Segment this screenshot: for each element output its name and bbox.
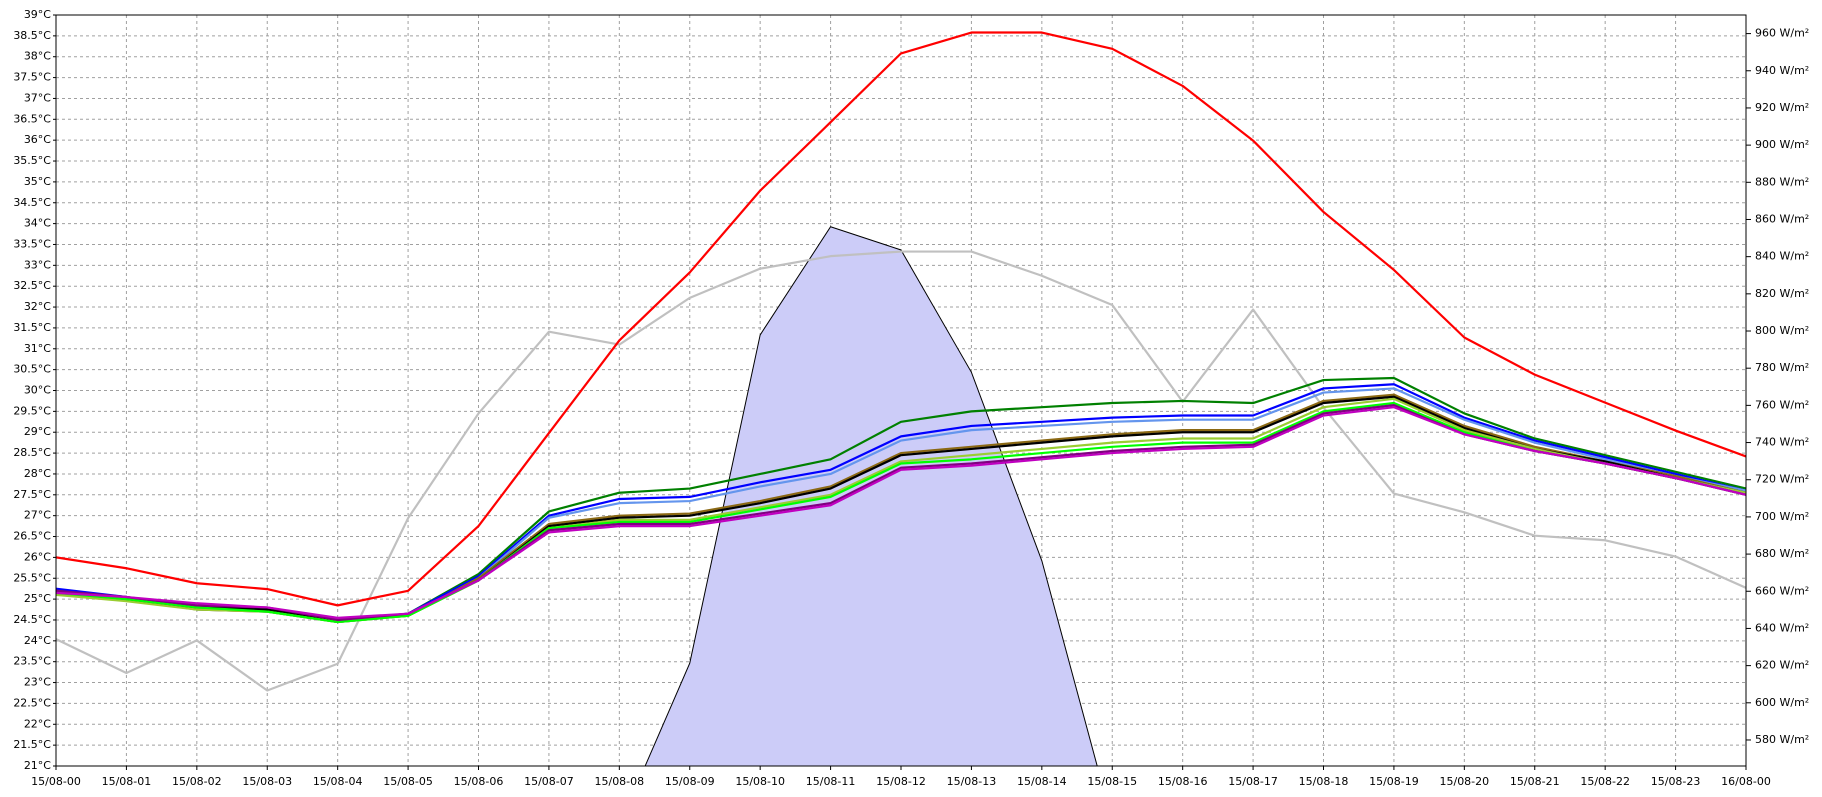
y-tick-label: 24.5°C (13, 613, 51, 626)
x-tick-label: 15/08-19 (1369, 775, 1419, 788)
x-tick-label: 15/08-06 (454, 775, 504, 788)
x-tick-label: 15/08-10 (735, 775, 785, 788)
y2-tick-label: 780 W/m² (1755, 361, 1809, 374)
y-tick-label: 37.5°C (13, 71, 51, 84)
y-tick-label: 32°C (24, 300, 51, 313)
y-tick-label: 35.5°C (13, 154, 51, 167)
x-tick-label: 15/08-13 (947, 775, 997, 788)
y-tick-label: 28.5°C (13, 446, 51, 459)
x-tick-label: 15/08-16 (1158, 775, 1208, 788)
y-tick-label: 38.5°C (13, 29, 51, 42)
y-tick-label: 30°C (24, 384, 51, 397)
y-tick-label: 25.5°C (13, 571, 51, 584)
x-tick-label: 15/08-17 (1228, 775, 1278, 788)
y2-tick-label: 800 W/m² (1755, 324, 1809, 337)
axes: 21°C 21.5°C 22°C 22.5°C 23°C 23.5°C 24°C 24.5°C… (13, 8, 1809, 788)
x-tick-label: 15/08-15 (1087, 775, 1137, 788)
y-tick-label: 34.5°C (13, 196, 51, 209)
y-tick-label: 38°C (24, 50, 51, 63)
y-tick-label: 31.5°C (13, 321, 51, 334)
y2-tick-label: 900 W/m² (1755, 138, 1809, 151)
y2-tick-label: 840 W/m² (1755, 250, 1809, 263)
line (56, 31, 1746, 607)
y2-tick-label: 640 W/m² (1755, 621, 1809, 634)
y2-tick-label: 880 W/m² (1755, 175, 1809, 188)
x-tick-label: 15/08-02 (172, 775, 222, 788)
y2-tick-label: 700 W/m² (1755, 510, 1809, 523)
x-tick-label: 15/08-03 (242, 775, 292, 788)
area (618, 226, 1113, 766)
y-tick-label: 26.5°C (13, 530, 51, 543)
y-tick-label: 31°C (24, 342, 51, 355)
x-tick-label: 15/08-11 (806, 775, 856, 788)
y-tick-label: 29°C (24, 425, 51, 438)
y-tick-label: 27°C (24, 509, 51, 522)
y-tick-label: 33.5°C (13, 237, 51, 250)
line (56, 250, 1746, 692)
y-tick-label: 34°C (24, 217, 51, 230)
y2-tick-label: 960 W/m² (1755, 27, 1809, 40)
x-tick-label: 15/08-21 (1510, 775, 1560, 788)
x-tick-label: 15/08-05 (383, 775, 433, 788)
y-tick-label: 26°C (24, 550, 51, 563)
y-tick-label: 30.5°C (13, 363, 51, 376)
x-tick-label: 15/08-01 (102, 775, 152, 788)
x-tick-label: 15/08-22 (1580, 775, 1630, 788)
y-tick-label: 37°C (24, 91, 51, 104)
x-tick-label: 15/08-14 (1017, 775, 1067, 788)
y-tick-label: 22.5°C (13, 696, 51, 709)
y-tick-label: 27.5°C (13, 488, 51, 501)
x-tick-label: 15/08-08 (594, 775, 644, 788)
y-tick-label: 36.5°C (13, 112, 51, 125)
y2-tick-label: 600 W/m² (1755, 696, 1809, 709)
y2-tick-label: 860 W/m² (1755, 212, 1809, 225)
y-tick-label: 24°C (24, 634, 51, 647)
y-tick-label: 39°C (24, 8, 51, 21)
y-tick-label: 23°C (24, 676, 51, 689)
y2-tick-label: 740 W/m² (1755, 436, 1809, 449)
y-tick-label: 35°C (24, 175, 51, 188)
x-tick-label: 15/08-07 (524, 775, 574, 788)
y-tick-label: 32.5°C (13, 279, 51, 292)
line (56, 406, 1746, 619)
x-tick-label: 15/08-20 (1439, 775, 1489, 788)
y2-tick-label: 720 W/m² (1755, 473, 1809, 486)
y2-tick-label: 620 W/m² (1755, 659, 1809, 672)
y-tick-label: 21.5°C (13, 738, 51, 751)
y2-tick-label: 940 W/m² (1755, 64, 1809, 77)
y-tick-label: 23.5°C (13, 655, 51, 668)
y2-tick-label: 660 W/m² (1755, 584, 1809, 597)
y-tick-label: 33°C (24, 258, 51, 271)
y-tick-label: 21°C (24, 759, 51, 772)
y2-tick-label: 580 W/m² (1755, 733, 1809, 746)
y-tick-label: 29.5°C (13, 404, 51, 417)
y-tick-label: 28°C (24, 467, 51, 480)
y-tick-label: 25°C (24, 592, 51, 605)
y2-tick-label: 920 W/m² (1755, 101, 1809, 114)
plot-area (56, 31, 1746, 766)
y-tick-label: 36°C (24, 133, 51, 146)
x-tick-label: 15/08-09 (665, 775, 715, 788)
x-tick-label: 15/08-12 (876, 775, 926, 788)
line (56, 401, 1746, 624)
x-tick-label: 15/08-04 (313, 775, 363, 788)
x-tick-label: 15/08-00 (31, 775, 81, 788)
x-tick-label: 15/08-23 (1651, 775, 1701, 788)
y2-tick-label: 760 W/m² (1755, 398, 1809, 411)
x-tick-label: 16/08-00 (1721, 775, 1771, 788)
y2-tick-label: 680 W/m² (1755, 547, 1809, 560)
y-tick-label: 22°C (24, 717, 51, 730)
x-tick-label: 15/08-18 (1299, 775, 1349, 788)
y2-tick-label: 820 W/m² (1755, 287, 1809, 300)
